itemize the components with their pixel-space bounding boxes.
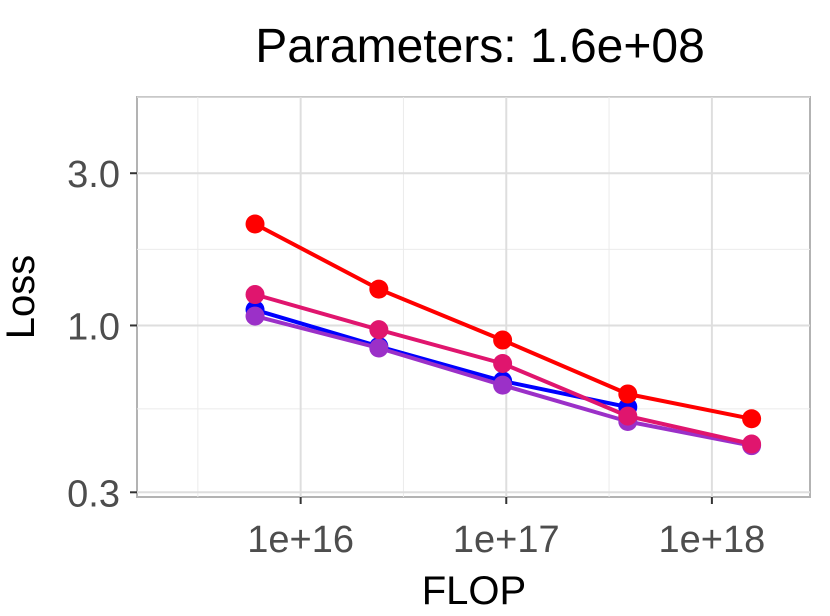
data-point — [742, 409, 762, 429]
grid-lines — [137, 96, 810, 497]
data-point — [369, 279, 389, 299]
data-point — [618, 384, 638, 404]
data-point — [493, 353, 513, 373]
x-axis-label: FLOP — [422, 569, 526, 613]
y-tick-label: 1.0 — [67, 306, 120, 348]
data-point — [369, 338, 389, 358]
data-point — [493, 330, 513, 350]
data-point — [245, 285, 265, 305]
y-tick-label: 3.0 — [67, 154, 120, 196]
chart-title: Parameters: 1.6e+08 — [255, 20, 705, 73]
y-tick-label: 0.3 — [67, 473, 120, 515]
data-point — [245, 306, 265, 326]
data-point — [369, 320, 389, 340]
tick-labels: 1e+16 1e+17 1e+18 0.3 1.0 3.0 — [67, 154, 765, 561]
data-point — [493, 375, 513, 395]
x-tick-label: 1e+17 — [453, 519, 560, 561]
x-tick-label: 1e+16 — [247, 519, 354, 561]
data-point — [245, 214, 265, 234]
y-axis-label: Loss — [0, 255, 43, 340]
series-line — [254, 307, 629, 410]
data-point — [742, 434, 762, 454]
x-tick-label: 1e+18 — [659, 519, 766, 561]
series-layer — [245, 214, 762, 456]
data-point — [618, 406, 638, 426]
